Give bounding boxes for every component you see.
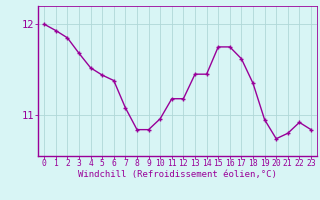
- X-axis label: Windchill (Refroidissement éolien,°C): Windchill (Refroidissement éolien,°C): [78, 170, 277, 179]
